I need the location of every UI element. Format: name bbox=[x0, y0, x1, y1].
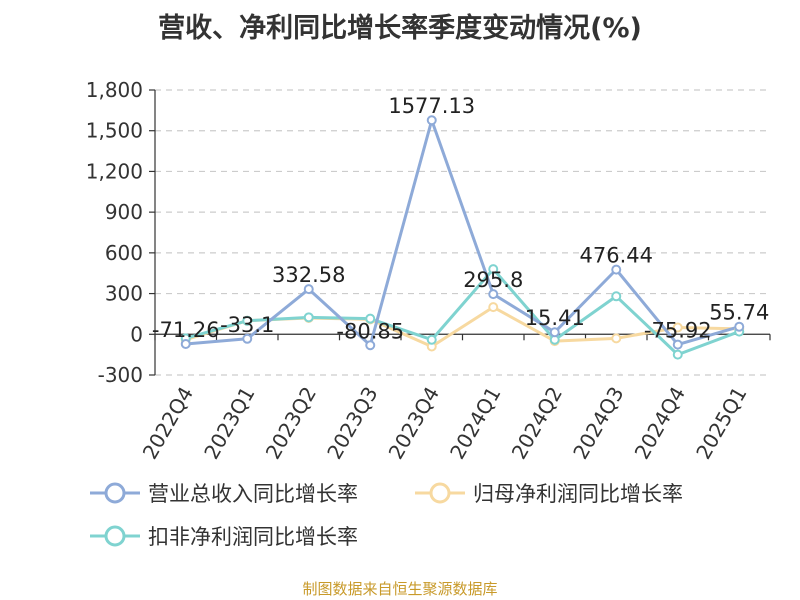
data-point bbox=[672, 349, 683, 360]
data-labels: -71.26 -33.1 332.58 -80.85 1577.13 295.815.41… bbox=[152, 94, 769, 343]
x-tick-label: 2023Q3 bbox=[322, 383, 382, 464]
legend-item-net-profit[interactable]: 归母净利润同比增长率 bbox=[415, 478, 683, 508]
series-lines bbox=[185, 118, 740, 357]
data-point bbox=[365, 313, 376, 324]
data-point bbox=[611, 264, 622, 275]
y-tick-label: -300 bbox=[98, 363, 143, 387]
legend-label: 归母净利润同比增长率 bbox=[473, 482, 683, 506]
data-point bbox=[611, 333, 622, 344]
data-point bbox=[365, 340, 376, 351]
legend-label: 营业总收入同比增长率 bbox=[148, 482, 358, 506]
legend-revenue-icon bbox=[90, 482, 140, 504]
legend-net-profit-icon bbox=[415, 482, 465, 504]
data-label: -75.92 bbox=[644, 319, 712, 343]
legend-item-deducted-profit[interactable]: 扣非净利润同比增长率 bbox=[90, 521, 358, 551]
data-label: -33.1 bbox=[220, 313, 274, 337]
data-label: -71.26 bbox=[152, 318, 220, 342]
data-point bbox=[488, 289, 499, 300]
data-label: 1577.13 bbox=[388, 94, 475, 118]
data-point bbox=[734, 321, 745, 332]
y-tick-label: 300 bbox=[105, 282, 143, 306]
data-point bbox=[611, 291, 622, 302]
data-point bbox=[242, 333, 253, 344]
y-tick-label: 900 bbox=[105, 200, 143, 224]
y-tick-label: 1,500 bbox=[86, 119, 143, 143]
data-point bbox=[488, 264, 499, 275]
x-tick-label: 2023Q2 bbox=[261, 383, 321, 464]
data-label: 332.58 bbox=[272, 263, 345, 287]
data-point bbox=[488, 302, 499, 313]
y-tick-label: 600 bbox=[105, 241, 143, 265]
x-tick-label: 2024Q1 bbox=[445, 383, 505, 464]
legend-label: 扣非净利润同比增长率 bbox=[148, 525, 358, 549]
x-tick-label: 2024Q4 bbox=[630, 383, 690, 464]
data-label: 295.8 bbox=[463, 268, 523, 292]
x-tick-label: 2024Q3 bbox=[568, 383, 628, 464]
data-label: 15.41 bbox=[525, 306, 585, 330]
series-line bbox=[185, 267, 740, 357]
data-point bbox=[426, 115, 437, 126]
data-label: -80.85 bbox=[336, 319, 404, 343]
chart-title: 营收、净利同比增长率季度变动情况(%) bbox=[158, 13, 642, 44]
data-point bbox=[549, 327, 560, 338]
legend-item-revenue[interactable]: 营业总收入同比增长率 bbox=[90, 478, 358, 508]
data-point bbox=[672, 322, 683, 333]
data-label: 476.44 bbox=[580, 244, 653, 268]
data-label: 55.74 bbox=[709, 301, 769, 325]
data-point bbox=[426, 334, 437, 345]
data-point bbox=[303, 312, 314, 323]
y-tick-label: 0 bbox=[130, 322, 143, 346]
x-tick-label: 2023Q4 bbox=[384, 383, 444, 464]
grid-lines bbox=[155, 89, 770, 376]
data-point bbox=[303, 284, 314, 295]
series-points bbox=[180, 115, 745, 360]
x-tick-label: 2025Q1 bbox=[691, 383, 751, 464]
data-point bbox=[180, 338, 191, 349]
data-source: 制图数据来自恒生聚源数据库 bbox=[302, 580, 498, 598]
data-point bbox=[672, 339, 683, 350]
data-point bbox=[242, 315, 253, 326]
y-tick-label: 1,200 bbox=[86, 159, 143, 183]
x-tick-label: 2022Q4 bbox=[138, 383, 198, 464]
series-line bbox=[185, 118, 740, 347]
x-tick-label: 2024Q2 bbox=[507, 383, 567, 464]
legend-deducted-profit-icon bbox=[90, 525, 140, 547]
y-tick-labels: -300 0 300 600 900 1,200 1,500 1,800 bbox=[86, 78, 143, 387]
x-tick-label: 2023Q1 bbox=[199, 383, 259, 464]
x-tick-labels: 2022Q4 2023Q1 2023Q2 2023Q3 2023Q4 2024Q1 2024… bbox=[138, 383, 752, 464]
y-tick-label: 1,800 bbox=[86, 78, 143, 102]
